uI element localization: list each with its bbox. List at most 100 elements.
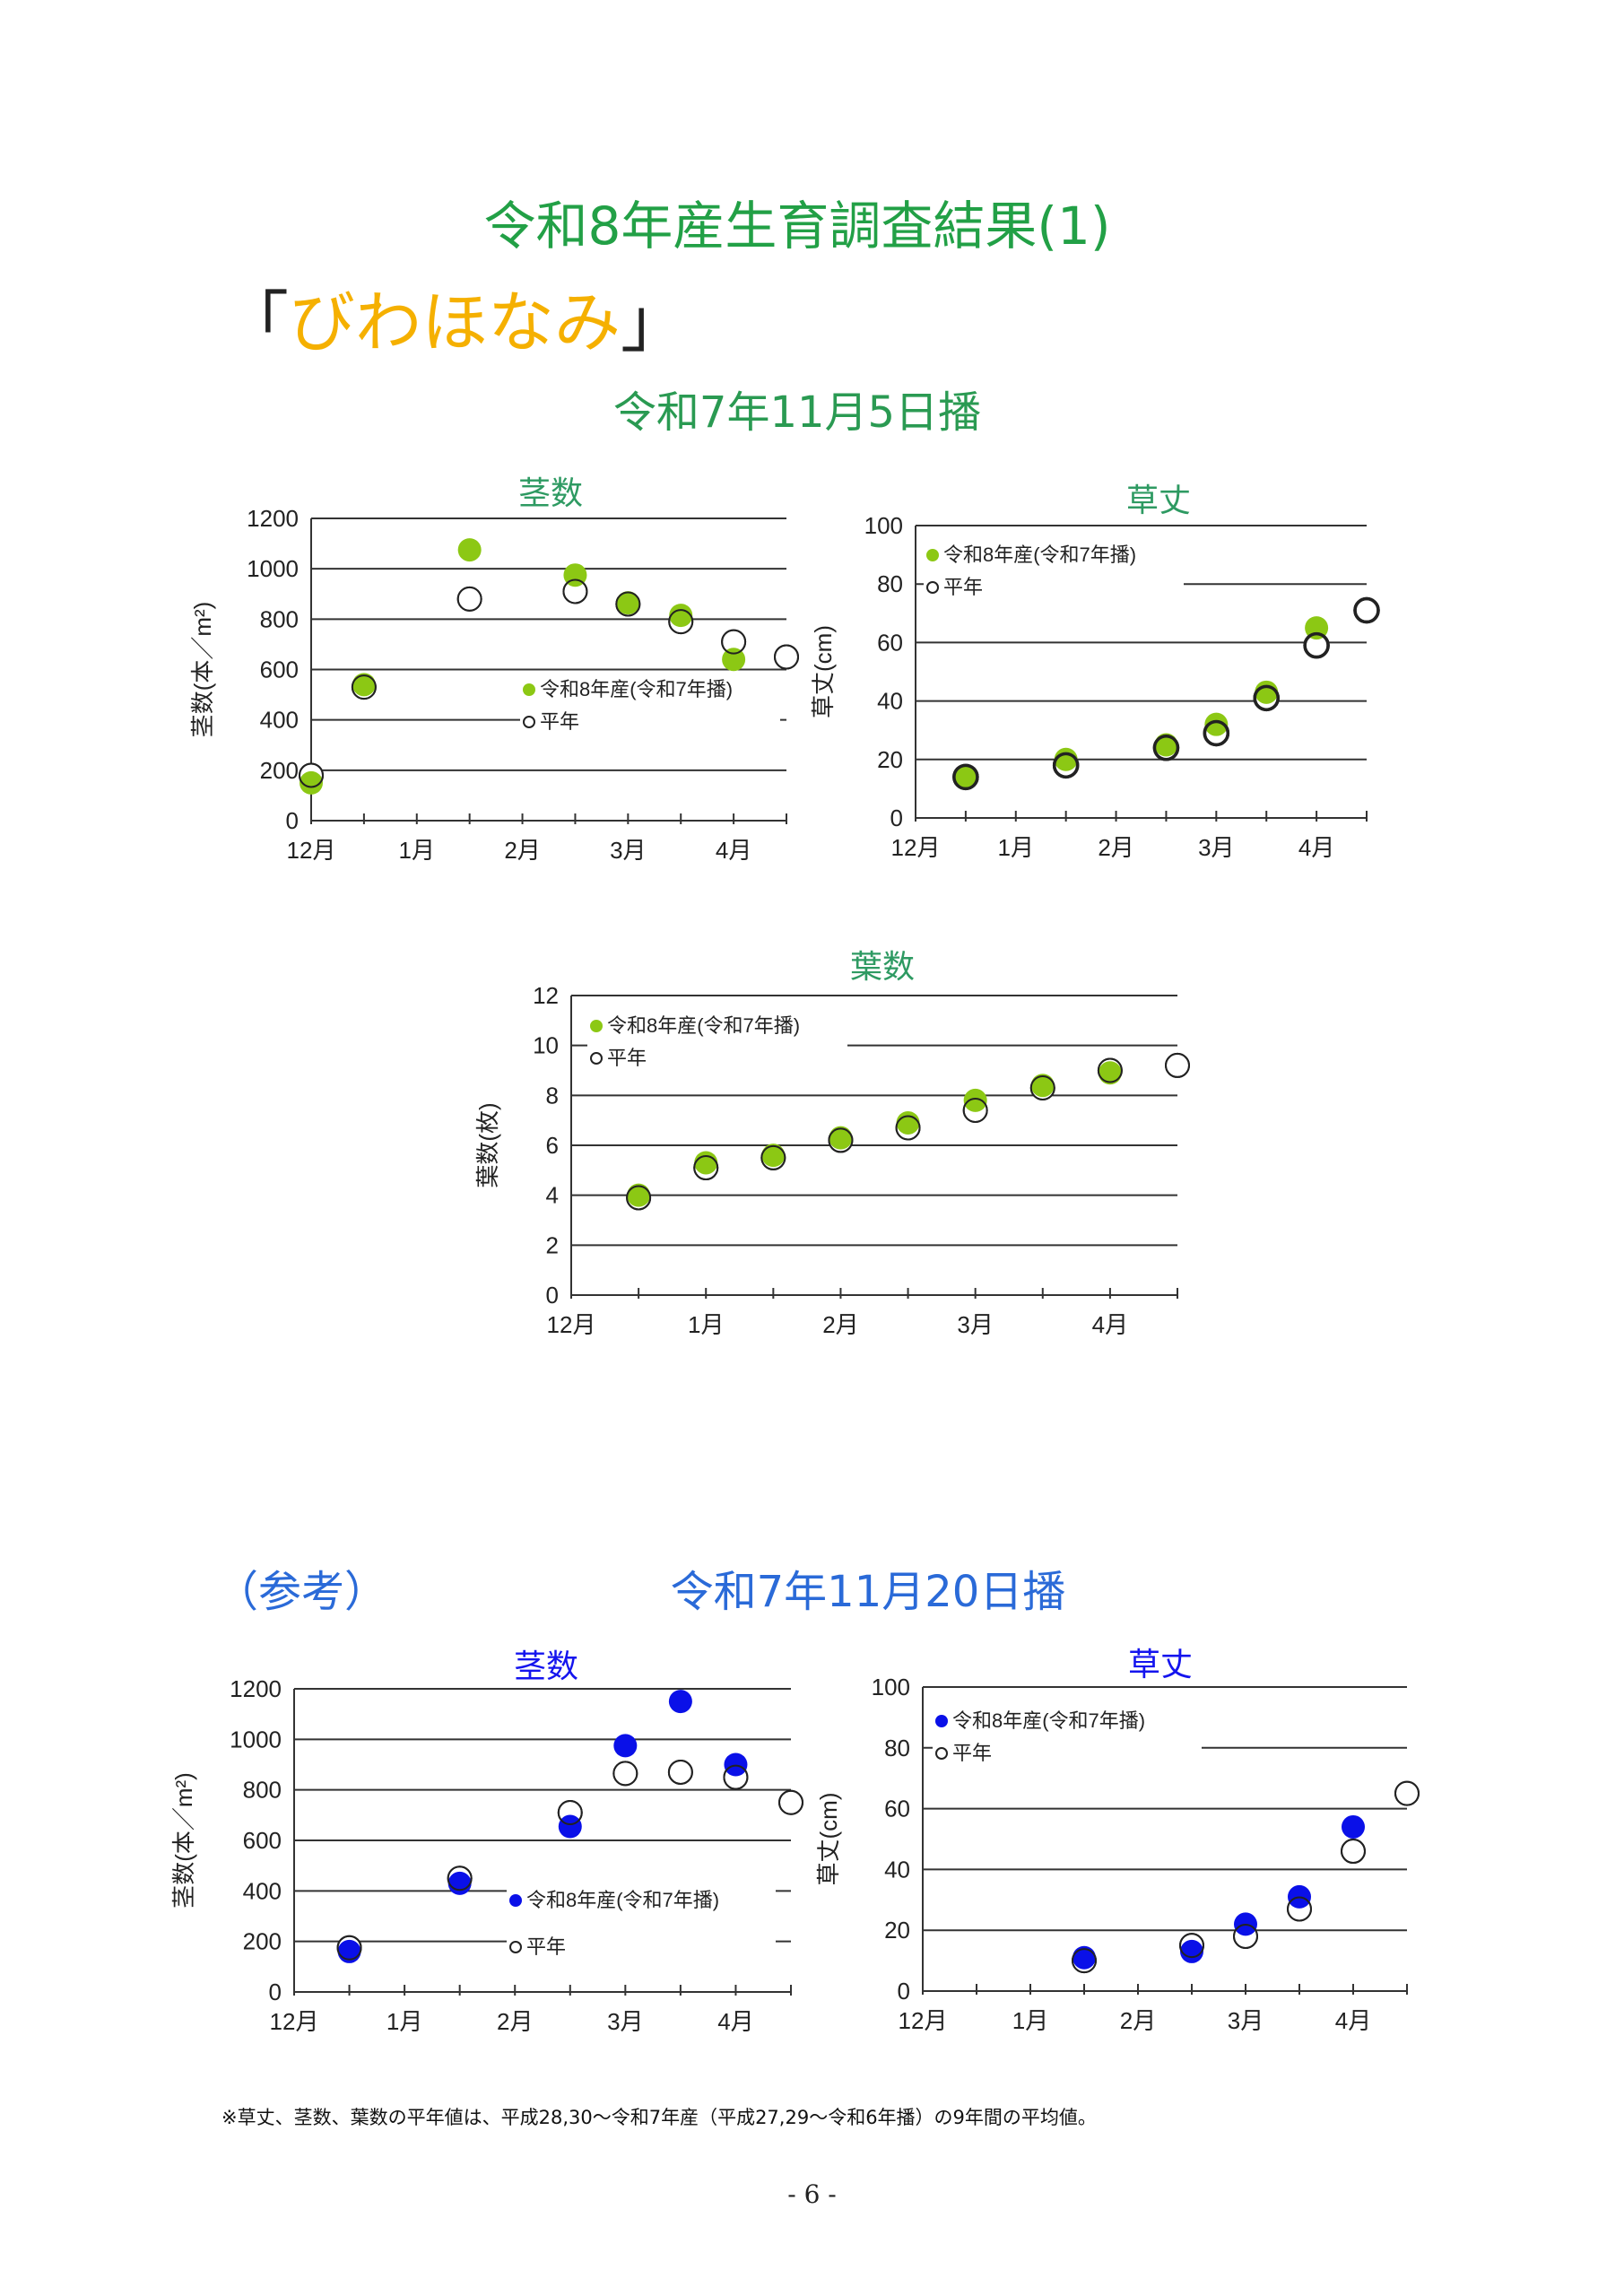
average-point-outline (1303, 631, 1330, 659)
legend-marker-current (509, 1894, 522, 1907)
average-point-outline (828, 1127, 854, 1153)
legend-label-average: 平年 (540, 710, 579, 733)
x-tick-label: 4月 (1092, 1311, 1128, 1338)
y-tick-label: 2 (546, 1231, 559, 1258)
average-point-outline (1097, 1057, 1123, 1083)
current-year-point (613, 1734, 638, 1758)
current-year-point (1255, 680, 1279, 704)
average-point-outline (1353, 596, 1380, 624)
average-point-outline (774, 644, 799, 670)
legend-background (924, 538, 1184, 605)
y-tick-label: 20 (877, 746, 903, 773)
average-point-outline (668, 609, 694, 635)
average-point-outline (721, 629, 747, 655)
y-axis-label: 草丈(cm) (815, 1793, 842, 1886)
average-point-outline (895, 1115, 921, 1141)
current-year-point (722, 648, 746, 672)
x-tick-label: 2月 (504, 837, 540, 864)
average-point-outline (1152, 735, 1180, 761)
legend-background (587, 1009, 847, 1081)
chart-title: 茎数 (518, 474, 583, 511)
footnote: ※草丈、茎数、葉数の平年値は、平成28,30～令和7年産（平成27,29～令和6… (221, 2107, 1097, 2128)
x-tick-label: 12月 (899, 2007, 948, 2034)
average-point-outline (1179, 1933, 1204, 1959)
y-tick-label: 6 (546, 1132, 559, 1159)
y-tick-label: 0 (546, 1282, 559, 1309)
current-year-point (694, 1151, 718, 1175)
y-tick-label: 800 (260, 605, 299, 632)
y-tick-label: 0 (890, 804, 903, 831)
y-tick-label: 0 (286, 807, 299, 834)
chart-title: 草丈 (1126, 482, 1191, 518)
legend-marker-average (509, 1941, 522, 1953)
x-tick-label: 2月 (1120, 2007, 1156, 2034)
y-tick-label: 400 (243, 1877, 282, 1904)
legend-marker-average (590, 1052, 603, 1065)
average-point-outline (723, 1764, 749, 1790)
x-tick-label: 12月 (891, 834, 941, 861)
average-point-outline (336, 1935, 362, 1961)
average-point-outline (1253, 684, 1280, 712)
average-point-outline (626, 1185, 652, 1211)
current-year-point (724, 1752, 748, 1777)
y-tick-label: 0 (898, 1978, 910, 2005)
y-axis-label: 茎数(本／m²) (189, 602, 216, 738)
x-tick-label: 2月 (497, 2008, 533, 2035)
current-year-point (352, 673, 376, 697)
current-year-point (896, 1110, 920, 1135)
x-tick-label: 1月 (1012, 2007, 1048, 2034)
x-tick-label: 12月 (270, 2008, 319, 2035)
legend-marker-current (926, 549, 939, 561)
current-year-point (1073, 1945, 1096, 1970)
chart-title: 草丈 (1128, 1646, 1193, 1683)
y-tick-label: 1200 (247, 505, 299, 532)
average-point-outline (299, 762, 324, 788)
y-tick-label: 1200 (230, 1675, 282, 1702)
legend-label-current: 令和8年産(令和7年播) (952, 1709, 1145, 1732)
y-tick-label: 1000 (247, 555, 299, 582)
legend-label-current: 令和8年産(令和7年播) (607, 1014, 800, 1037)
current-year-point (558, 1814, 582, 1839)
variety-name: 「びわほなみ」 (222, 269, 687, 365)
average-point-outline (952, 763, 979, 791)
legend-marker-average (926, 581, 939, 594)
average-point-outline (447, 1866, 473, 1892)
variety-label: びわほなみ (289, 284, 621, 361)
average-point-outline (1052, 752, 1080, 779)
y-axis-label: 茎数(本／m²) (170, 1772, 197, 1909)
page-number: - 6 - (787, 2179, 837, 2209)
bracket-open: 「 (222, 284, 289, 361)
legend-label-current: 令和8年産(令和7年播) (943, 544, 1136, 566)
current-year-point (300, 770, 323, 795)
x-tick-label: 1月 (399, 837, 435, 864)
legend-marker-current (590, 1020, 603, 1032)
sowing-date-reference: 令和7年11月20日播 (670, 1567, 1066, 1617)
y-tick-label: 100 (864, 512, 903, 539)
x-tick-label: 3月 (957, 1311, 993, 1338)
average-point-outline (1165, 1052, 1190, 1078)
y-tick-label: 800 (243, 1777, 282, 1804)
average-point-outline (962, 1098, 988, 1124)
legend-background (520, 673, 780, 746)
y-tick-label: 600 (243, 1827, 282, 1854)
average-point-outline (1394, 1780, 1420, 1806)
average-point-outline (1072, 1948, 1097, 1974)
legend-label-average: 平年 (607, 1047, 647, 1069)
legend-background (507, 1883, 776, 1973)
current-year-point (668, 1690, 692, 1714)
y-tick-label: 600 (260, 657, 299, 683)
y-tick-label: 8 (546, 1082, 559, 1109)
average-point-outline (456, 586, 482, 612)
current-year-point (953, 765, 977, 789)
legend-background (933, 1704, 1202, 1776)
bracket-close: 」 (621, 284, 687, 361)
x-tick-label: 1月 (688, 1311, 724, 1338)
x-tick-label: 2月 (822, 1311, 858, 1338)
average-point-outline (667, 1759, 693, 1785)
y-tick-label: 10 (533, 1032, 559, 1059)
x-tick-label: 4月 (717, 2008, 753, 2035)
x-tick-label: 3月 (1198, 834, 1234, 861)
x-tick-label: 1月 (386, 2008, 422, 2035)
